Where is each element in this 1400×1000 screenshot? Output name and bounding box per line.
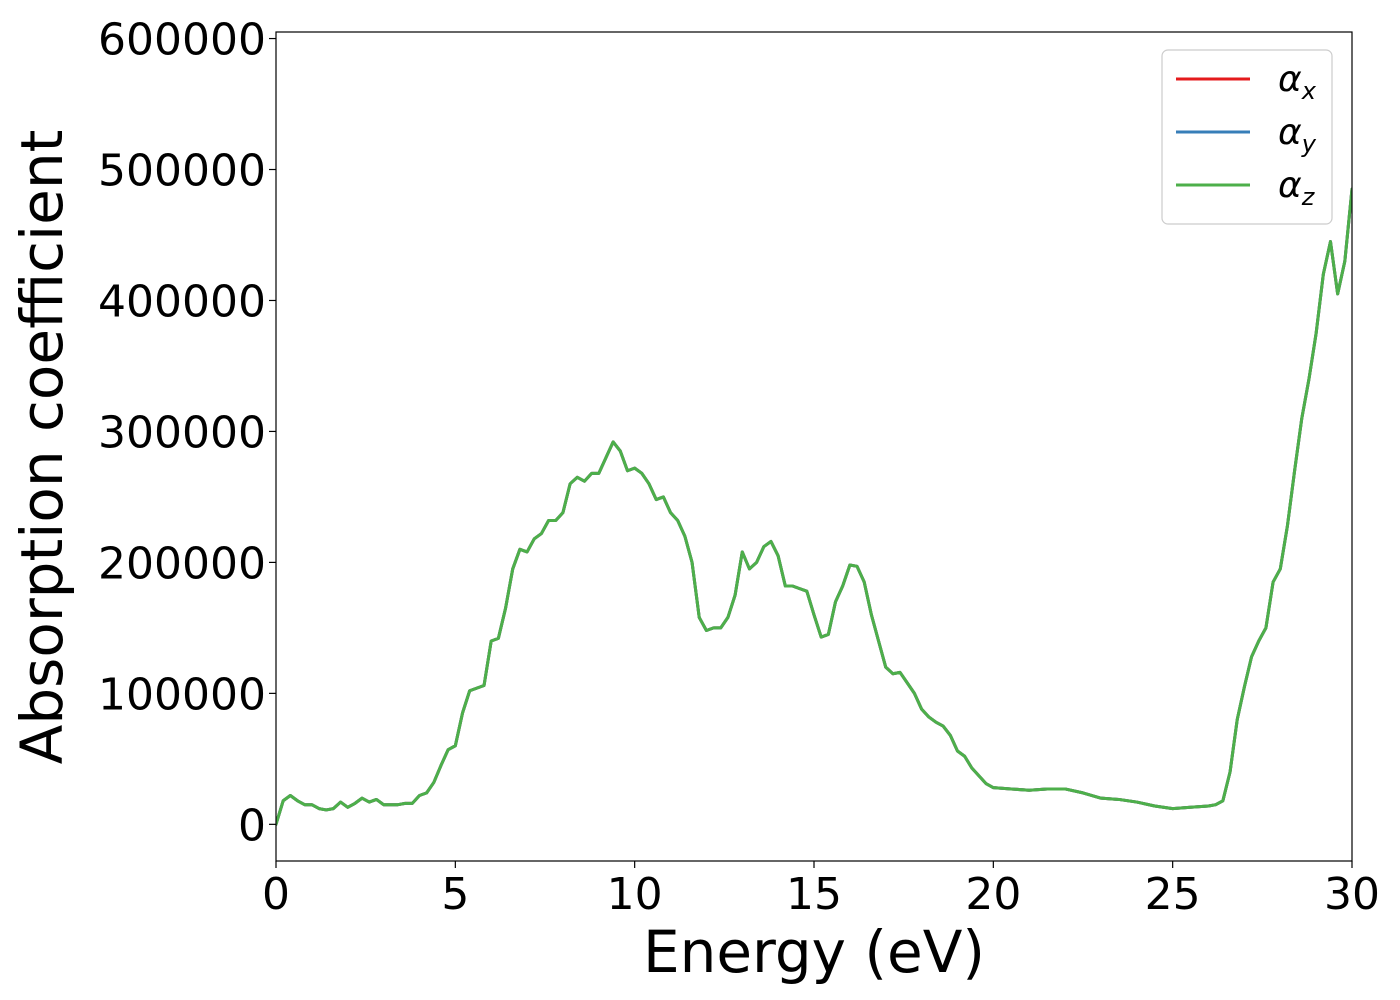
y-tick-label: 500000	[98, 146, 266, 197]
legend-label-y: αy	[1278, 112, 1317, 158]
x-tick-label: 10	[607, 869, 663, 920]
legend-label-z: αz	[1278, 165, 1316, 211]
x-tick-label: 0	[262, 869, 290, 920]
x-tick-label: 25	[1145, 869, 1201, 920]
x-tick-label: 15	[786, 869, 842, 920]
x-tick-label: 30	[1324, 869, 1380, 920]
y-tick-label: 200000	[98, 538, 266, 589]
x-axis-label: Energy (eV)	[643, 918, 985, 986]
y-tick-label: 0	[238, 800, 266, 851]
y-tick-label: 300000	[98, 407, 266, 458]
legend: αx αy αz	[1161, 49, 1333, 225]
legend-label-x: αx	[1278, 59, 1317, 105]
series-line-z	[276, 187, 1352, 826]
y-tick-label: 100000	[98, 669, 266, 720]
series-layer	[276, 187, 1352, 826]
y-tick-label: 400000	[98, 276, 266, 327]
x-tick-label: 20	[965, 869, 1021, 920]
y-axis-ticks: 0 100000 200000 300000 400000 500000 600000	[98, 15, 276, 851]
series-line-x	[276, 187, 1352, 826]
x-axis-ticks: 0 5 10 15 20 25 30	[262, 861, 1380, 920]
y-tick-label: 600000	[98, 15, 266, 66]
series-line-y	[276, 187, 1352, 826]
legend-entries: αx αy αz	[1176, 59, 1317, 211]
x-tick-label: 5	[441, 869, 469, 920]
legend-frame	[1161, 49, 1333, 225]
y-axis-label: Absorption coefficient	[8, 130, 76, 765]
